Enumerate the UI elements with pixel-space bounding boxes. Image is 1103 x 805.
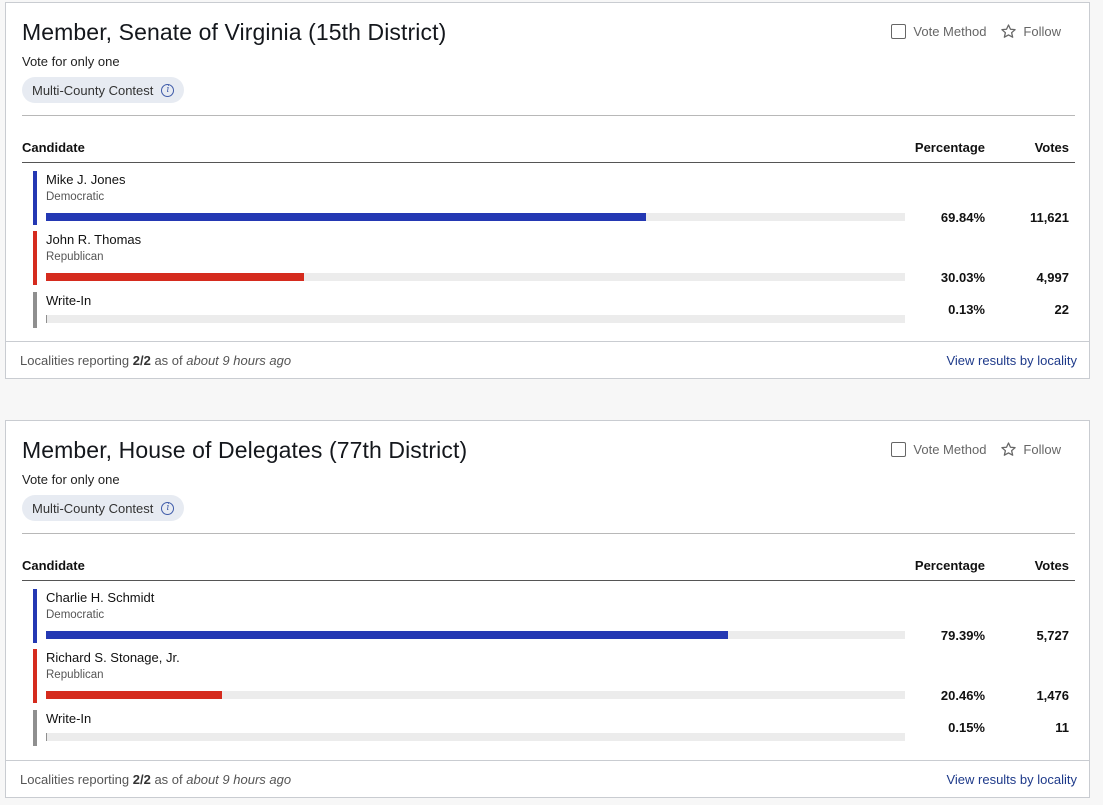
candidate-row: Write-In 0.15% 11 [33,710,1069,746]
candidate-name: Mike J. Jones [46,172,126,187]
vote-share-fill [46,733,48,741]
vote-method-label: Vote Method [913,24,987,39]
party-color-bar [33,171,37,225]
column-header-percentage: Percentage [914,140,985,155]
candidate-votes: 5,727 [1036,628,1069,643]
reporting-prefix: Localities reporting [20,352,130,368]
vote-share-track [46,273,905,281]
vote-method-checkbox[interactable]: Vote Method [891,24,986,39]
contest-type-label: Multi-County Contest [32,82,154,98]
vote-share-fill [46,315,48,323]
candidate-party: Democratic [46,191,105,203]
table-header-divider [22,162,1075,163]
contest-type-label: Multi-County Contest [32,500,154,516]
party-color-bar [33,589,37,643]
view-results-by-locality-link[interactable]: View results by locality [946,771,1077,787]
contest-card: Member, Senate of Virginia (15th Distric… [5,2,1090,379]
table-header-divider [22,580,1075,581]
party-color-bar [33,231,37,285]
star-icon [1000,441,1017,458]
candidate-party: Republican [46,669,104,681]
candidate-name: Write-In [46,293,92,308]
reporting-time: about 9 hours ago [186,771,292,787]
follow-label: Follow [1023,24,1061,39]
vote-share-track [46,315,905,323]
candidate-votes: 22 [1054,302,1069,317]
party-color-bar [33,710,37,746]
follow-button[interactable]: Follow [1000,441,1061,458]
contest-actions: Vote Method Follow [891,441,1061,458]
reporting-as-of: as of [154,771,183,787]
candidate-party: Republican [46,251,104,263]
party-color-bar [33,649,37,703]
vote-share-track [46,691,905,699]
follow-button[interactable]: Follow [1000,23,1061,40]
candidate-votes: 1,476 [1036,688,1069,703]
contest-footer: Localities reporting 2/2 as of about 9 h… [6,341,1089,378]
vote-share-fill [46,691,222,699]
contest-body: Member, Senate of Virginia (15th Distric… [6,3,1089,343]
candidate-votes: 11 [1055,720,1069,735]
vote-share-track [46,733,905,741]
vote-share-fill [46,631,728,639]
candidate-row: Write-In 0.13% 22 [33,292,1069,328]
checkbox-icon[interactable] [891,24,907,39]
reporting-time: about 9 hours ago [186,352,292,368]
candidate-name: John R. Thomas [46,232,142,247]
candidate-row: John R. Thomas Republican 30.03% 4,997 [33,231,1069,285]
contest-type-badge[interactable]: Multi-County Contest i [22,495,185,521]
info-icon[interactable]: i [161,83,175,97]
reporting-count: 2/2 [132,352,151,368]
party-color-bar [33,292,37,328]
contest-title: Member, House of Delegates (77th Distric… [22,437,468,463]
contest-actions: Vote Method Follow [891,23,1061,40]
candidate-party: Democratic [46,609,105,621]
candidate-percentage: 0.15% [948,720,985,735]
candidate-row: Richard S. Stonage, Jr. Republican 20.46… [33,649,1069,703]
column-header-votes: Votes [1034,558,1069,573]
candidate-name: Richard S. Stonage, Jr. [46,650,180,665]
candidate-percentage: 20.46% [940,688,985,703]
contest-type-badge[interactable]: Multi-County Contest i [22,77,185,103]
vote-share-track [46,631,905,639]
candidate-votes: 4,997 [1036,270,1069,285]
column-header-votes: Votes [1034,140,1069,155]
reporting-status: Localities reporting 2/2 as of about 9 h… [20,772,291,787]
candidate-percentage: 69.84% [940,210,985,225]
vote-for-instruction: Vote for only one [22,472,120,487]
vote-method-label: Vote Method [913,442,987,457]
vote-method-checkbox[interactable]: Vote Method [891,442,986,457]
contest-footer: Localities reporting 2/2 as of about 9 h… [6,760,1089,797]
candidate-name: Write-In [46,711,92,726]
candidate-percentage: 30.03% [940,270,985,285]
column-header-percentage: Percentage [914,558,985,573]
candidate-percentage: 0.13% [948,302,985,317]
candidate-row: Charlie H. Schmidt Democratic 79.39% 5,7… [33,589,1069,643]
candidate-row: Mike J. Jones Democratic 69.84% 11,621 [33,171,1069,225]
checkbox-icon[interactable] [891,442,907,457]
contest-title: Member, Senate of Virginia (15th Distric… [22,19,447,45]
reporting-prefix: Localities reporting [20,771,130,787]
view-results-by-locality-link[interactable]: View results by locality [946,352,1077,368]
vote-share-fill [46,273,304,281]
column-header-candidate: Candidate [22,558,85,573]
candidate-name: Charlie H. Schmidt [46,590,155,605]
vote-share-fill [46,213,646,221]
vote-for-instruction: Vote for only one [22,54,120,69]
follow-label: Follow [1023,442,1061,457]
reporting-count: 2/2 [132,771,151,787]
star-icon [1000,23,1017,40]
contest-card: Member, House of Delegates (77th Distric… [5,420,1090,798]
column-header-candidate: Candidate [22,140,85,155]
reporting-as-of: as of [154,352,183,368]
candidate-percentage: 79.39% [940,628,985,643]
divider [22,533,1075,534]
divider [22,115,1075,116]
info-icon[interactable]: i [161,501,175,515]
vote-share-track [46,213,905,221]
candidate-votes: 11,621 [1029,210,1069,225]
reporting-status: Localities reporting 2/2 as of about 9 h… [20,353,291,368]
contest-body: Member, House of Delegates (77th Distric… [6,421,1089,761]
